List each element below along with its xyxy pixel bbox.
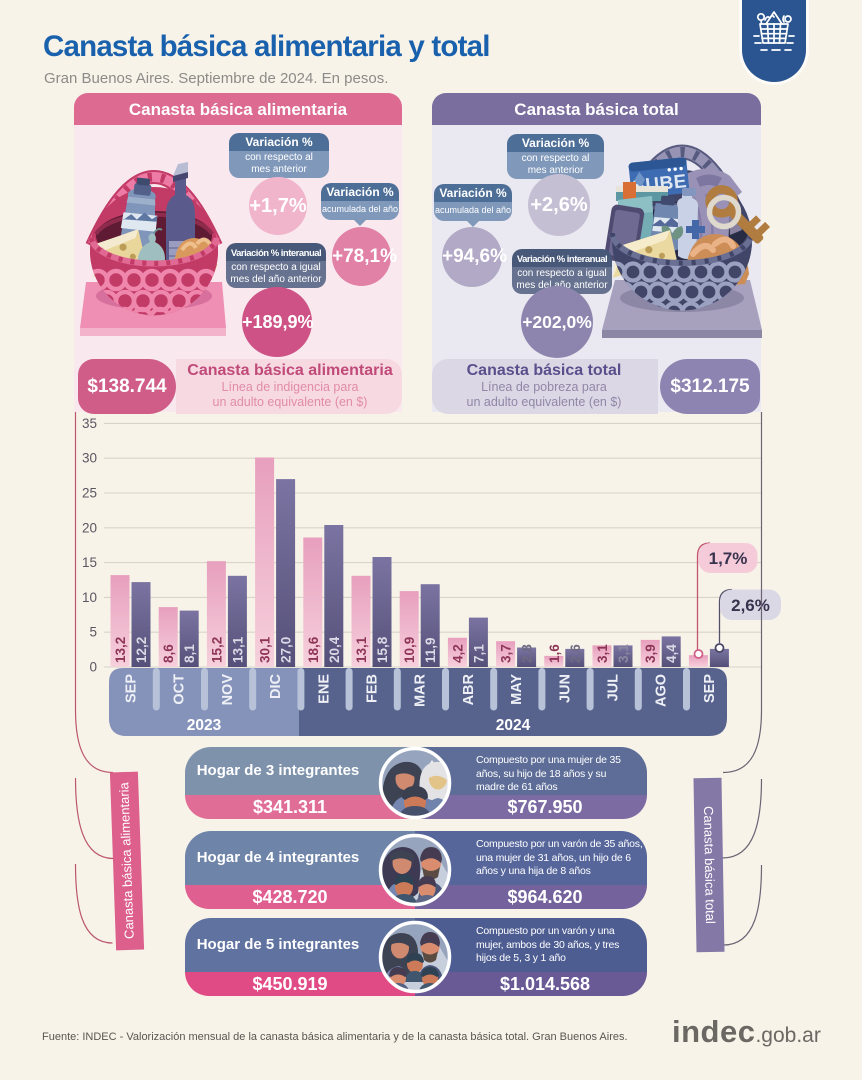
svg-text:7,1: 7,1 [471,644,486,663]
svg-text:3,7: 3,7 [499,644,514,663]
svg-text:5: 5 [89,625,97,640]
svg-text:4,2: 4,2 [450,644,465,663]
svg-text:15,8: 15,8 [375,636,390,663]
svg-text:ABR: ABR [461,673,477,705]
svg-text:10,9: 10,9 [402,637,417,663]
svg-text:11,9: 11,9 [423,637,438,663]
svg-text:20: 20 [82,520,97,535]
svg-text:18,6: 18,6 [306,636,321,663]
svg-text:2,6%: 2,6% [731,596,770,615]
svg-text:10: 10 [82,590,97,605]
svg-text:1,7%: 1,7% [709,549,748,568]
svg-text:SEP: SEP [124,674,140,703]
svg-text:ENE: ENE [316,674,332,704]
svg-text:OCT: OCT [172,674,188,705]
svg-text:NOV: NOV [220,674,236,706]
svg-text:13,2: 13,2 [113,637,128,663]
svg-text:MAR: MAR [413,673,429,707]
svg-text:3,1: 3,1 [616,644,631,663]
svg-text:13,1: 13,1 [230,636,245,663]
svg-text:JUL: JUL [606,674,622,702]
svg-text:AGO: AGO [654,674,670,707]
svg-text:0: 0 [89,660,97,675]
svg-text:2023: 2023 [187,717,222,734]
svg-text:2,8: 2,8 [520,644,535,663]
svg-text:15,2: 15,2 [209,637,224,663]
svg-text:JUN: JUN [557,674,573,703]
svg-text:2,6: 2,6 [568,644,583,663]
svg-text:FEB: FEB [365,674,381,703]
svg-text:3,9: 3,9 [643,644,658,663]
svg-text:30: 30 [82,451,97,466]
svg-text:30,1: 30,1 [258,636,273,663]
svg-text:4,4: 4,4 [664,644,679,663]
svg-text:8,6: 8,6 [161,644,176,663]
svg-text:12,2: 12,2 [134,637,149,663]
svg-text:13,1: 13,1 [354,636,369,663]
svg-text:DIC: DIC [268,673,284,699]
svg-text:15: 15 [82,555,97,570]
svg-text:20,4: 20,4 [327,636,342,663]
svg-text:1,6: 1,6 [547,644,562,663]
svg-text:MAY: MAY [509,674,525,705]
svg-text:27,0: 27,0 [279,637,294,663]
svg-text:25: 25 [82,486,97,501]
svg-text:3,1: 3,1 [595,644,610,663]
svg-text:SEP: SEP [702,674,718,703]
svg-text:2024: 2024 [496,717,531,734]
svg-text:35: 35 [82,416,97,431]
svg-text:8,1: 8,1 [182,644,197,663]
